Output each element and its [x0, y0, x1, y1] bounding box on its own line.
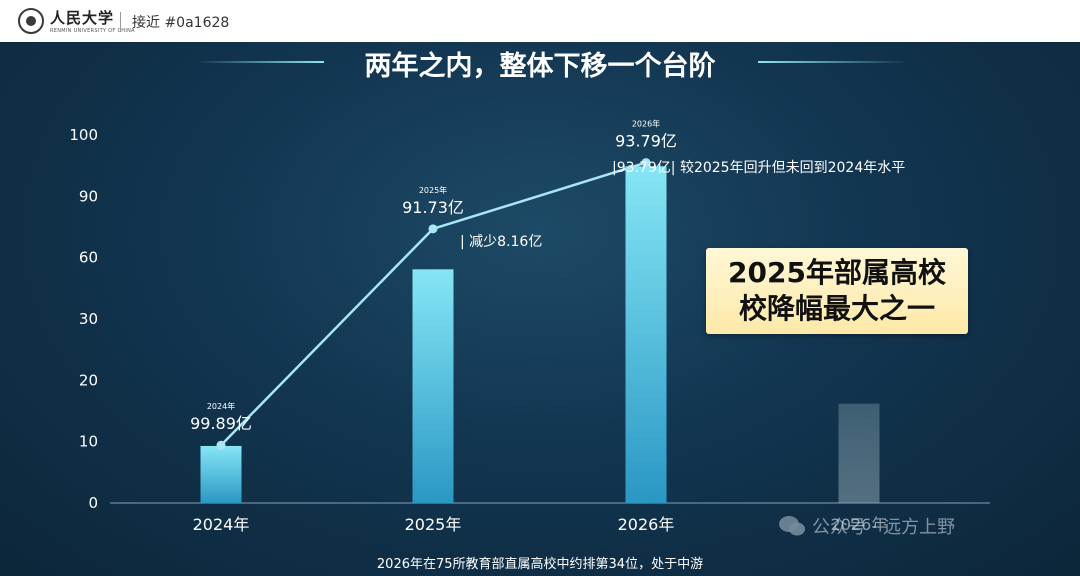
top-bar: 人民大学 RENMIN UNIVERSITY OF CHINA 接近 #0a16…	[0, 0, 1080, 42]
chart-title: 两年之内，整体下移一个台阶	[364, 51, 716, 82]
point-year-label: 2026年	[632, 119, 660, 129]
bar	[412, 269, 454, 503]
line-point	[216, 440, 226, 450]
bar	[838, 403, 880, 503]
title-decor-left	[196, 61, 324, 63]
y-tick-label: 60	[79, 249, 98, 267]
point-value-label: 93.79亿	[615, 132, 677, 151]
y-tick-label: 0	[88, 494, 98, 512]
callout-line-2: 校降幅最大之一	[738, 292, 935, 325]
footnote: 2026年在75所教育部直属高校中约排第34位，处于中游	[376, 557, 704, 572]
x-tick-label: 2025年	[405, 515, 462, 534]
point-value-label: 99.89亿	[190, 414, 252, 433]
y-tick-label: 90	[79, 187, 98, 205]
y-tick-label: 30	[79, 310, 98, 328]
callout-line-1: 2025年部属高校	[728, 256, 946, 289]
line-point	[428, 224, 438, 234]
bar	[625, 166, 667, 503]
y-tick-label: 100	[69, 126, 98, 144]
x-tick-label: 2026年	[618, 515, 675, 534]
y-tick-label: 20	[79, 371, 98, 389]
x-tick-label: 2024年	[193, 515, 250, 534]
annotation-label: | 减少8.16亿	[460, 234, 542, 250]
university-subtitle: RENMIN UNIVERSITY OF CHINA	[50, 28, 135, 34]
callout-box: 2025年部属高校 校降幅最大之一	[706, 248, 968, 334]
bar	[200, 445, 242, 503]
topbar-tag: 接近 #0a1628	[132, 15, 230, 31]
topbar-divider	[120, 12, 121, 32]
line-point	[641, 158, 651, 168]
point-year-label: 2025年	[419, 185, 447, 195]
university-seal-icon	[18, 8, 44, 34]
x-tick-label: 2026年	[831, 515, 888, 534]
university-name: 人民大学	[50, 9, 115, 27]
y-tick-label: 10	[79, 433, 98, 451]
annotation-label: |93.79亿| 较2025年回升但未回到2024年水平	[612, 160, 905, 176]
title-decor-right	[758, 61, 908, 63]
point-value-label: 91.73亿	[402, 198, 464, 217]
watermark: 公众号 · 远方上野	[812, 517, 956, 538]
wechat-icon	[779, 516, 805, 536]
point-year-label: 2024年	[207, 401, 235, 411]
